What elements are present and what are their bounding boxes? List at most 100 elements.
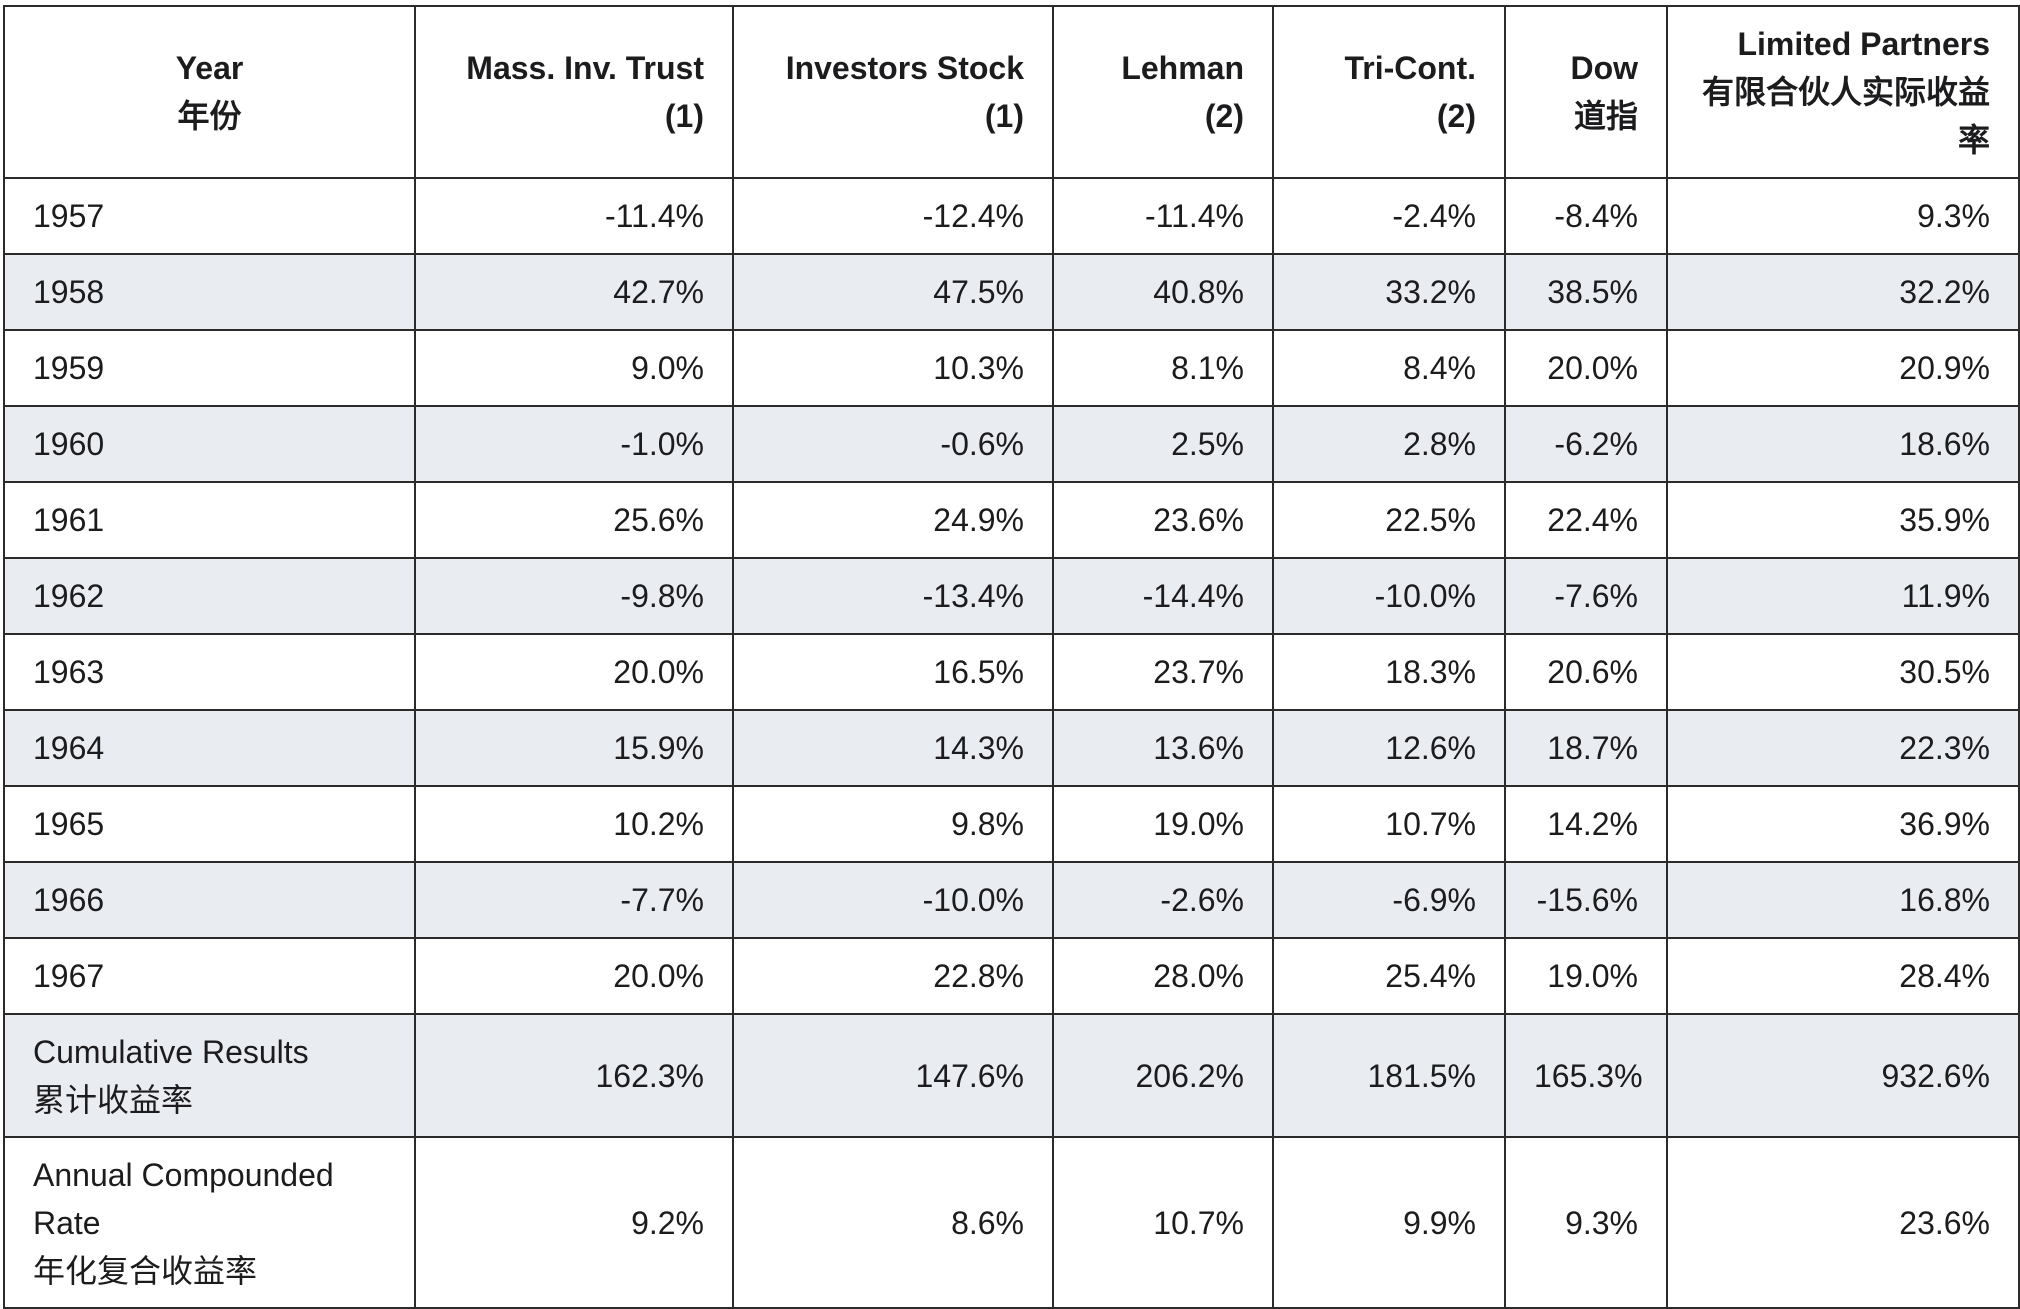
table-row: 1957 -11.4% -12.4% -11.4% -2.4% -8.4% 9.3% [3,177,2020,255]
value-cell-tri-cont: 25.4% [1272,937,1506,1015]
value-cell-investors-stock: -13.4% [732,557,1054,635]
cumulative-label-en: Cumulative Results [33,1033,309,1070]
header-label: Mass. Inv. Trust [466,50,704,86]
value-cell-tri-cont: 22.5% [1272,481,1506,559]
header-label: Tri-Cont. [1344,50,1476,86]
value-cell-lehman: 13.6% [1052,709,1274,787]
cumulative-value-dow: 165.3% [1504,1013,1668,1138]
cumulative-value-investors-stock: 147.6% [732,1013,1054,1138]
value-cell-dow: -8.4% [1504,177,1668,255]
table-row: 1967 20.0% 22.8% 28.0% 25.4% 19.0% 28.4% [3,937,2020,1015]
value-cell-tri-cont: -2.4% [1272,177,1506,255]
value-cell-dow: -7.6% [1504,557,1668,635]
header-footnote: (1) [664,98,704,134]
value-cell-lehman: 23.6% [1052,481,1274,559]
value-cell-mass-inv-trust: 42.7% [414,253,734,331]
table-row: 1963 20.0% 16.5% 23.7% 18.3% 20.6% 30.5% [3,633,2020,711]
value-cell-mass-inv-trust: -7.7% [414,861,734,939]
year-cell: 1963 [3,633,416,711]
value-cell-limited-partners: 9.3% [1666,177,2020,255]
year-cell: 1965 [3,785,416,863]
header-label: Investors Stock [785,50,1024,86]
value-cell-mass-inv-trust: -1.0% [414,405,734,483]
header-label: Lehman [1121,50,1244,86]
value-cell-lehman: 28.0% [1052,937,1274,1015]
header-label-en: Dow [1570,50,1638,86]
value-cell-mass-inv-trust: 20.0% [414,633,734,711]
value-cell-tri-cont: -6.9% [1272,861,1506,939]
returns-table: Year 年份 Mass. Inv. Trust (1) Investors S… [3,5,2020,1309]
header-label-zh: 年份 [177,98,242,134]
value-cell-limited-partners: 28.4% [1666,937,2020,1015]
value-cell-tri-cont: 10.7% [1272,785,1506,863]
annual-rate-row: Annual Compounded Rate 年化复合收益率 9.2% 8.6% 10.7… [3,1136,2020,1309]
year-cell: 1960 [3,405,416,483]
value-cell-tri-cont: 2.8% [1272,405,1506,483]
value-cell-investors-stock: 24.9% [732,481,1054,559]
header-label-zh: 道指 [1573,98,1638,134]
value-cell-investors-stock: -0.6% [732,405,1054,483]
cumulative-value-tri-cont: 181.5% [1272,1013,1506,1138]
value-cell-limited-partners: 35.9% [1666,481,2020,559]
header-lehman: Lehman (2) [1052,5,1274,179]
value-cell-mass-inv-trust: 15.9% [414,709,734,787]
value-cell-dow: 22.4% [1504,481,1668,559]
value-cell-tri-cont: -10.0% [1272,557,1506,635]
header-label-en: Year [175,50,244,86]
value-cell-tri-cont: 12.6% [1272,709,1506,787]
table-body: 1957 -11.4% -12.4% -11.4% -2.4% -8.4% 9.3% 1958… [3,177,2020,1309]
value-cell-lehman: 8.1% [1052,329,1274,407]
year-cell: 1961 [3,481,416,559]
year-cell: 1958 [3,253,416,331]
value-cell-limited-partners: 30.5% [1666,633,2020,711]
header-footnote: (2) [1204,98,1244,134]
value-cell-tri-cont: 33.2% [1272,253,1506,331]
value-cell-dow: -6.2% [1504,405,1668,483]
table-row: 1959 9.0% 10.3% 8.1% 8.4% 20.0% 20.9% [3,329,2020,407]
header-row: Year 年份 Mass. Inv. Trust (1) Investors S… [3,5,2020,179]
header-label-en: Limited Partners [1737,26,1990,62]
value-cell-limited-partners: 22.3% [1666,709,2020,787]
year-cell: 1962 [3,557,416,635]
value-cell-lehman: -14.4% [1052,557,1274,635]
value-cell-tri-cont: 18.3% [1272,633,1506,711]
cumulative-value-mass-inv-trust: 162.3% [414,1013,734,1138]
annual-rate-value-dow: 9.3% [1504,1136,1668,1309]
table-row: 1958 42.7% 47.5% 40.8% 33.2% 38.5% 32.2% [3,253,2020,331]
cumulative-value-lehman: 206.2% [1052,1013,1274,1138]
value-cell-dow: 20.0% [1504,329,1668,407]
value-cell-limited-partners: 32.2% [1666,253,2020,331]
year-cell: 1966 [3,861,416,939]
annual-rate-value-tri-cont: 9.9% [1272,1136,1506,1309]
value-cell-dow: 20.6% [1504,633,1668,711]
value-cell-lehman: 23.7% [1052,633,1274,711]
annual-rate-label-line: Rate [33,1204,101,1241]
header-limited-partners: Limited Partners 有限合伙人实际收益率 [1666,5,2020,179]
header-label-zh: 有限合伙人实际收益率 [1701,74,1990,158]
value-cell-mass-inv-trust: 10.2% [414,785,734,863]
value-cell-dow: 18.7% [1504,709,1668,787]
value-cell-investors-stock: 10.3% [732,329,1054,407]
table-row: 1966 -7.7% -10.0% -2.6% -6.9% -15.6% 16.8% [3,861,2020,939]
header-year: Year 年份 [3,5,416,179]
value-cell-dow: 14.2% [1504,785,1668,863]
table-row: 1961 25.6% 24.9% 23.6% 22.5% 22.4% 35.9% [3,481,2020,559]
value-cell-lehman: 2.5% [1052,405,1274,483]
value-cell-mass-inv-trust: 20.0% [414,937,734,1015]
header-footnote: (2) [1436,98,1476,134]
value-cell-limited-partners: 11.9% [1666,557,2020,635]
annual-rate-value-mass-inv-trust: 9.2% [414,1136,734,1309]
value-cell-dow: -15.6% [1504,861,1668,939]
year-cell: 1959 [3,329,416,407]
header-investors-stock: Investors Stock (1) [732,5,1054,179]
value-cell-investors-stock: 47.5% [732,253,1054,331]
value-cell-investors-stock: -12.4% [732,177,1054,255]
table-row: 1960 -1.0% -0.6% 2.5% 2.8% -6.2% 18.6% [3,405,2020,483]
value-cell-dow: 19.0% [1504,937,1668,1015]
header-dow: Dow 道指 [1504,5,1668,179]
annual-rate-label: Annual Compounded Rate 年化复合收益率 [3,1136,416,1309]
value-cell-lehman: -11.4% [1052,177,1274,255]
value-cell-mass-inv-trust: 25.6% [414,481,734,559]
table-row: 1962 -9.8% -13.4% -14.4% -10.0% -7.6% 11.9% [3,557,2020,635]
value-cell-lehman: -2.6% [1052,861,1274,939]
